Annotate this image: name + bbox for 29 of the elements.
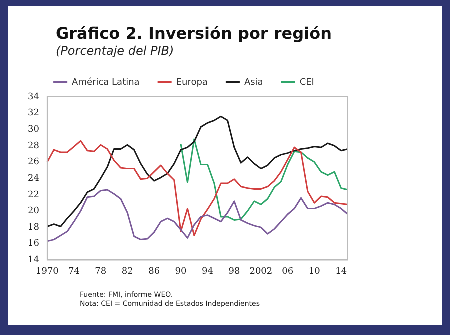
x-tick-label: 10	[308, 266, 321, 277]
legend-label: América Latina	[72, 76, 140, 88]
x-tick-label: 86	[148, 266, 160, 277]
y-tick-label: 22	[28, 190, 40, 200]
x-tick-label: 06	[282, 266, 294, 277]
y-tick-label: 18	[28, 222, 40, 233]
x-tick-label: 90	[175, 266, 188, 277]
legend-label: CEI	[300, 78, 314, 88]
y-tick-label: 24	[28, 174, 40, 184]
x-tick-label: 74	[68, 266, 80, 277]
legend-label: Asia	[244, 78, 264, 88]
y-tick-label: 20	[28, 206, 40, 217]
x-tick-label: 98	[228, 266, 240, 277]
y-tick-label: 32	[28, 108, 40, 119]
y-tick-label: 34	[28, 92, 40, 102]
x-tick-label: 82	[122, 266, 134, 277]
x-tick-label: 14	[336, 266, 348, 277]
y-tick-label: 14	[28, 256, 40, 266]
x-tick-label: 1970	[36, 266, 60, 277]
x-tick-label: 2002	[250, 266, 273, 277]
y-tick-label: 28	[28, 141, 40, 152]
y-tick-label: 26	[28, 158, 40, 168]
x-tick-label: 94	[202, 266, 214, 277]
y-tick-label: 30	[28, 124, 40, 135]
x-tick-label: 78	[95, 266, 107, 277]
chart-subtitle: (Porcentaje del PIB)	[56, 44, 174, 58]
y-tick-label: 16	[28, 239, 40, 250]
chart-title: Gráfico 2. Inversión por región	[56, 24, 332, 43]
legend-label: Europa	[176, 78, 208, 88]
